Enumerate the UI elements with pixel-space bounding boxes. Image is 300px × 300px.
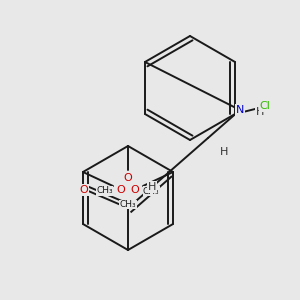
Text: O: O	[124, 173, 132, 183]
Text: Cl: Cl	[260, 101, 271, 111]
Text: O: O	[80, 185, 88, 195]
Text: O: O	[117, 185, 125, 195]
Text: CH₃: CH₃	[120, 200, 136, 209]
Text: CH₃: CH₃	[143, 187, 160, 196]
Text: H: H	[148, 182, 156, 192]
Text: H: H	[220, 147, 228, 157]
Text: H: H	[256, 107, 264, 117]
Text: N: N	[236, 105, 244, 115]
Text: O: O	[131, 185, 140, 195]
Text: CH₃: CH₃	[96, 187, 113, 196]
